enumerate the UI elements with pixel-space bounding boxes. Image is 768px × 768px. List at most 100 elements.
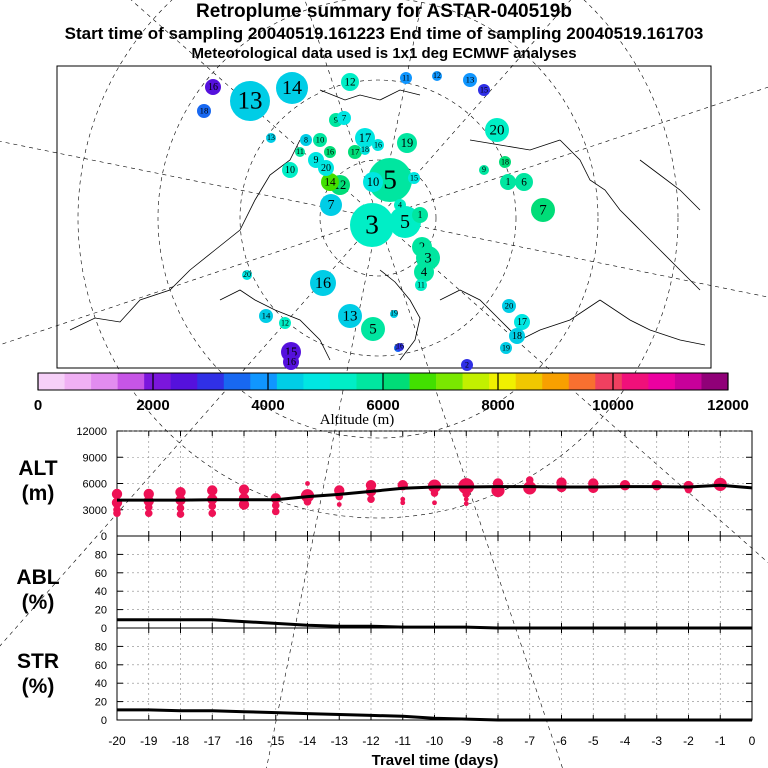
plume-marker-circle <box>478 84 490 96</box>
x-tick-label: -11 <box>395 734 412 748</box>
plume-marker: 20 <box>502 299 516 313</box>
plume-marker-day-label: 18 <box>512 331 522 342</box>
latitude-circle <box>239 79 517 357</box>
plume-marker-day-label: 19 <box>401 136 414 150</box>
plume-marker: 4 <box>414 262 434 282</box>
altitude-dot <box>305 481 310 486</box>
series-line <box>117 483 753 502</box>
plume-marker-circle <box>499 156 511 168</box>
plume-marker-circle <box>310 270 336 296</box>
plume-marker-day-label: 17 <box>351 147 360 157</box>
plume-marker-circle <box>360 145 370 155</box>
plume-marker: 14 <box>259 309 273 323</box>
x-tick-label: -12 <box>362 734 380 748</box>
plume-marker-day-label: 5 <box>383 163 397 194</box>
plume-marker-day-label: 7 <box>342 113 347 123</box>
plume-marker-day-label: 1 <box>506 177 511 188</box>
plume-marker-circle <box>259 309 273 323</box>
plume-marker-circle <box>500 174 516 190</box>
y-tick-label: 12000 <box>76 426 107 438</box>
figure-title: Retroplume summary for ASTAR-040519b <box>196 1 572 22</box>
x-tick-label: -20 <box>108 734 126 748</box>
meridian-line <box>377 217 768 563</box>
plume-marker-circle <box>355 128 375 148</box>
plume-marker-day-label: 10 <box>367 175 380 189</box>
plume-marker-day-label: 11 <box>417 280 425 289</box>
panel-unit: (%) <box>22 591 55 614</box>
plume-marker-day-label: 16 <box>374 140 382 149</box>
colorbar-segment <box>64 373 92 390</box>
plume-marker-circle <box>363 172 383 192</box>
plume-marker: 13 <box>463 73 477 87</box>
plume-marker-day-label: 5 <box>400 211 410 233</box>
colorbar-tick-label: 4000 <box>251 397 284 414</box>
x-tick-label: -14 <box>299 734 317 748</box>
plume-marker: 18 <box>197 104 211 118</box>
x-tick-label: -13 <box>331 734 349 748</box>
y-tick-label: 40 <box>95 678 107 690</box>
x-tick-label: -6 <box>556 734 567 748</box>
plume-marker-day-label: 13 <box>238 88 263 115</box>
coastline <box>559 139 701 291</box>
meridian-line <box>377 0 571 219</box>
coastlines <box>69 89 706 361</box>
plume-marker: 17 <box>514 314 530 330</box>
colorbar-segment <box>223 373 251 390</box>
altitude-dot <box>271 501 280 510</box>
plume-marker: 16 <box>310 270 336 296</box>
time-series-panels: 030006000900012000ALT(m)020406080ABL(%)0… <box>16 426 755 768</box>
plume-marker: 19 <box>390 309 398 318</box>
meridian-line <box>0 217 379 346</box>
altitude-dot <box>336 502 342 507</box>
plume-marker-day-label: 18 <box>361 145 369 154</box>
colorbar-segment <box>701 373 729 390</box>
plume-marker: 8 <box>300 134 312 146</box>
plume-marker-circle <box>337 111 351 125</box>
plume-marker: 16 <box>396 342 404 351</box>
plume-marker-day-label: 7 <box>539 203 547 219</box>
meridian-line <box>0 217 379 647</box>
plume-marker: 14 <box>276 72 308 104</box>
plume-marker-circle <box>321 173 339 191</box>
plume-marker-circle <box>300 134 312 146</box>
plume-marker-circle <box>390 310 398 318</box>
plume-marker: 15 <box>478 84 490 96</box>
colorbar-segment <box>436 373 463 390</box>
coastline <box>69 139 301 331</box>
plume-marker-circle <box>266 133 276 143</box>
plume-marker-circle <box>368 158 412 202</box>
plume-marker: 7 <box>320 194 342 216</box>
x-tick-label: -2 <box>683 734 694 748</box>
plume-marker-day-label: 2 <box>419 240 425 254</box>
travel-time-axis: -20 -19 -18 -17 -16 -15 -14 -13 -12 -11 -10 -9 -8 -7-… <box>108 734 755 768</box>
colorbar-segment <box>674 373 702 390</box>
altitude-dot <box>463 496 469 502</box>
x-tick-label: -9 <box>461 734 472 748</box>
plume-marker-day-label: 15 <box>410 173 418 182</box>
colorbar-segment <box>595 373 623 390</box>
plume-marker-circle <box>338 304 362 328</box>
plume-marker-circle <box>531 198 555 222</box>
altitude-dot <box>463 501 469 507</box>
altitude-dot <box>430 489 439 497</box>
plume-marker: 11 <box>295 147 305 157</box>
colorbar-segment <box>515 373 543 390</box>
plume-marker-day-label: 16 <box>326 147 334 156</box>
plume-marker-circle <box>372 139 384 151</box>
plume-marker-circle <box>514 314 530 330</box>
plume-marker: 9 <box>479 165 489 175</box>
y-tick-label: 80 <box>95 641 107 653</box>
plume-marker: 12 <box>341 73 359 91</box>
plume-marker: 15 <box>408 172 420 184</box>
colorbar-segment <box>303 373 331 390</box>
plume-marker-circle <box>461 359 473 371</box>
plume-marker-circle <box>361 317 385 341</box>
plume-marker-circle <box>282 162 298 178</box>
colorbar-segment <box>144 373 171 390</box>
colorbar-axis-label: Altitude (m) <box>320 412 395 428</box>
plume-marker-day-label: 11 <box>402 73 410 82</box>
plume-marker-circle <box>350 203 394 247</box>
plume-marker-day-label: 2 <box>465 360 469 369</box>
plume-marker-circle <box>279 317 291 329</box>
